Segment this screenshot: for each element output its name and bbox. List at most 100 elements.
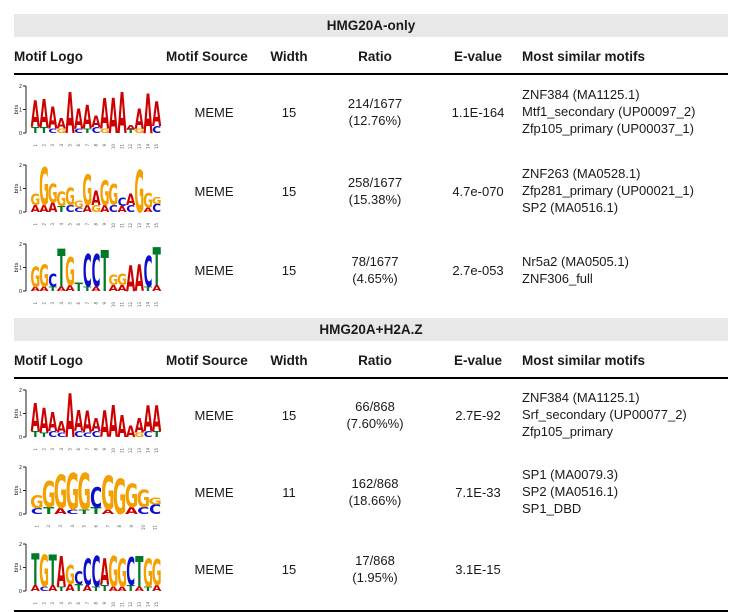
svg-text:G: G: [100, 174, 110, 213]
svg-text:15: 15: [154, 302, 159, 307]
svg-text:A: A: [135, 586, 145, 593]
svg-text:12: 12: [128, 223, 133, 228]
motif-width-value: 15: [281, 184, 297, 199]
svg-text:G: G: [48, 178, 58, 209]
svg-text:G: G: [100, 128, 110, 135]
svg-text:3: 3: [50, 144, 55, 147]
svg-text:5: 5: [68, 223, 73, 226]
svg-text:3: 3: [50, 223, 55, 226]
similar-motif-line: SP2 (MA0516.1): [522, 199, 619, 215]
svg-text:C: C: [92, 431, 101, 440]
svg-text:C: C: [144, 250, 153, 298]
similar-motifs-list: Nr5a2 (MA0505.1) ZNF306_full: [522, 233, 728, 308]
svg-text:C: C: [92, 244, 101, 297]
motif-width-value: 15: [281, 105, 297, 120]
svg-text:1: 1: [33, 302, 38, 305]
svg-text:T: T: [127, 129, 136, 134]
svg-text:T: T: [40, 127, 48, 136]
svg-text:G: G: [56, 128, 66, 135]
similar-motifs-list: [522, 533, 728, 606]
svg-text:G: G: [143, 551, 153, 596]
svg-text:0: 0: [19, 210, 22, 216]
ratio-block: 17/868 (1.95%): [352, 553, 398, 586]
svg-text:T: T: [49, 548, 57, 596]
column-header-similar: Most similar motifs: [522, 345, 728, 379]
svg-text:T: T: [92, 586, 101, 593]
svg-text:2: 2: [19, 242, 22, 248]
svg-text:11: 11: [153, 525, 158, 530]
motif-source-value: MEME: [194, 263, 234, 278]
svg-text:13: 13: [137, 223, 142, 228]
svg-text:T: T: [83, 128, 92, 135]
similar-motifs-list: ZNF384 (MA1125.1) Srf_secondary (UP00077…: [522, 379, 728, 452]
svg-text:5: 5: [68, 602, 73, 605]
sequence-logo: 0 1 2 bits A T 1 C G 2 A T 3 T A 4 A G 5 T C 6 A C 7 T C 8 T A 9 A G 10 A G…: [14, 533, 166, 610]
svg-text:G: G: [125, 478, 138, 516]
similar-motif-line: SP2 (MA0516.1): [522, 484, 619, 500]
svg-text:A: A: [143, 207, 153, 214]
ratio-percent: (18.66%): [348, 492, 402, 508]
svg-text:bits: bits: [14, 408, 20, 418]
svg-text:2: 2: [42, 448, 47, 451]
svg-text:6: 6: [76, 602, 81, 605]
svg-text:15: 15: [154, 448, 159, 453]
motif-ratio-value: 214/1677 (12.76%): [316, 75, 434, 150]
svg-text:4: 4: [59, 144, 64, 147]
svg-text:G: G: [82, 168, 92, 216]
motif-evalue-value: 4.7e-070: [452, 184, 504, 199]
svg-text:A: A: [57, 116, 67, 132]
svg-text:G: G: [77, 464, 90, 522]
svg-text:6: 6: [76, 302, 81, 305]
svg-text:5: 5: [82, 525, 87, 528]
svg-text:G: G: [56, 188, 66, 211]
svg-text:T: T: [57, 206, 65, 215]
svg-text:15: 15: [154, 602, 159, 607]
svg-text:T: T: [49, 286, 58, 293]
column-header-width: Width: [262, 41, 316, 75]
motif-source-value: MEME: [194, 105, 234, 120]
similar-motif-line: ZNF384 (MA1125.1): [522, 87, 640, 103]
motif-table: Motif Logo Motif Source Width Ratio E-va…: [14, 345, 728, 612]
column-header-logo: Motif Logo: [14, 345, 166, 379]
svg-text:A: A: [100, 203, 110, 215]
svg-text:9: 9: [102, 302, 107, 305]
svg-text:2: 2: [19, 163, 22, 169]
motif-ratio-value: 17/868 (1.95%): [316, 533, 434, 606]
svg-text:G: G: [148, 497, 161, 508]
similar-motif-line: Nr5a2 (MA0505.1): [522, 253, 629, 269]
svg-text:A: A: [109, 285, 118, 294]
svg-text:A: A: [48, 585, 57, 594]
svg-text:1: 1: [19, 488, 22, 494]
motif-source-value: MEME: [194, 562, 234, 577]
svg-text:T: T: [83, 286, 92, 293]
svg-text:T: T: [75, 280, 83, 294]
svg-text:0: 0: [19, 589, 22, 595]
svg-text:A: A: [126, 423, 135, 441]
similar-motif-line: Zfp105_primary: [522, 423, 614, 439]
svg-text:A: A: [31, 95, 41, 137]
sequence-logo: 0 1 2 bits T A 1 T A 2 C A 3 C A 4 A 5 C A 6 C A 7 C A 8 A 9 A 10 A 11 A 1…: [14, 379, 166, 456]
svg-text:C: C: [66, 203, 75, 215]
svg-text:A: A: [100, 405, 110, 447]
svg-text:G: G: [152, 195, 162, 207]
ratio-count: 17/868: [355, 553, 395, 569]
svg-text:A: A: [39, 203, 49, 215]
ratio-count: 258/1677: [347, 175, 403, 191]
motif-evalue-value: 2.7e-053: [452, 263, 504, 278]
svg-text:C: C: [126, 550, 135, 595]
svg-text:A: A: [31, 286, 41, 293]
svg-text:C: C: [57, 432, 66, 439]
svg-text:4: 4: [70, 525, 75, 528]
svg-text:A: A: [65, 285, 74, 294]
svg-text:C: C: [109, 203, 118, 215]
ratio-block: 78/1677 (4.65%): [352, 254, 399, 287]
svg-text:5: 5: [68, 144, 73, 147]
ratio-count: 78/1677: [351, 254, 399, 270]
svg-text:G: G: [65, 183, 75, 211]
svg-text:A: A: [117, 586, 127, 593]
svg-text:bits: bits: [14, 183, 20, 193]
column-header-ratio: Ratio: [316, 345, 434, 379]
svg-text:4: 4: [59, 223, 64, 226]
svg-text:G: G: [30, 260, 40, 292]
